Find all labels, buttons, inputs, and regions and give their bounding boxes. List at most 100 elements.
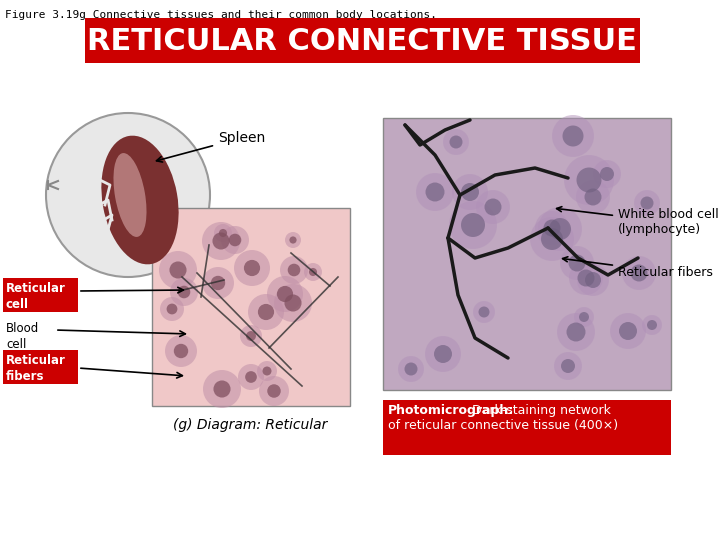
Text: Reticular
cell: Reticular cell [6, 282, 66, 311]
Circle shape [579, 312, 589, 322]
Circle shape [258, 304, 274, 320]
Circle shape [284, 294, 302, 312]
Circle shape [160, 297, 184, 321]
Circle shape [567, 322, 585, 341]
Circle shape [159, 251, 197, 289]
Bar [3, 278, 78, 312]
Circle shape [476, 190, 510, 224]
Circle shape [309, 268, 317, 276]
Circle shape [238, 364, 264, 390]
Ellipse shape [114, 153, 146, 237]
Circle shape [569, 254, 585, 272]
Circle shape [405, 362, 418, 375]
Circle shape [257, 361, 277, 381]
Circle shape [174, 344, 188, 358]
Circle shape [304, 263, 322, 281]
Circle shape [248, 294, 284, 330]
Text: Spleen: Spleen [156, 131, 265, 162]
Circle shape [165, 335, 197, 367]
Text: Reticular
fibers: Reticular fibers [6, 354, 66, 383]
Circle shape [538, 207, 582, 251]
Circle shape [631, 265, 647, 281]
Circle shape [577, 269, 595, 287]
Circle shape [449, 201, 497, 249]
Circle shape [234, 250, 270, 286]
Circle shape [585, 188, 601, 206]
Circle shape [203, 370, 241, 408]
Circle shape [554, 352, 582, 380]
Circle shape [642, 315, 662, 335]
Circle shape [245, 371, 257, 383]
Circle shape [564, 155, 614, 205]
Circle shape [425, 336, 461, 372]
Circle shape [274, 284, 312, 322]
Circle shape [280, 256, 308, 284]
Circle shape [267, 276, 303, 312]
Circle shape [544, 219, 560, 237]
Circle shape [452, 174, 488, 210]
Circle shape [170, 278, 198, 306]
Circle shape [214, 224, 232, 242]
Circle shape [622, 256, 656, 290]
Bar [85, 18, 640, 63]
Circle shape [426, 183, 444, 201]
Circle shape [560, 246, 594, 280]
Circle shape [219, 229, 227, 237]
Circle shape [619, 322, 637, 340]
Text: RETICULAR CONNECTIVE TISSUE: RETICULAR CONNECTIVE TISSUE [87, 26, 637, 56]
Circle shape [202, 267, 234, 299]
Circle shape [398, 356, 424, 382]
Circle shape [557, 313, 595, 351]
Bar [3, 350, 78, 384]
Circle shape [479, 307, 490, 318]
Circle shape [212, 232, 230, 249]
Circle shape [449, 136, 462, 148]
Text: Figure 3.19g Connective tissues and their common body locations.: Figure 3.19g Connective tissues and thei… [5, 10, 437, 20]
Circle shape [285, 232, 301, 248]
Circle shape [244, 260, 260, 276]
Circle shape [552, 115, 594, 157]
Circle shape [593, 160, 621, 188]
Circle shape [577, 264, 609, 296]
Circle shape [485, 199, 502, 215]
Circle shape [641, 197, 654, 210]
Circle shape [229, 234, 241, 246]
Circle shape [574, 307, 594, 327]
Circle shape [46, 113, 210, 277]
Circle shape [443, 129, 469, 155]
Circle shape [211, 276, 225, 290]
Circle shape [434, 345, 452, 363]
Circle shape [461, 183, 479, 201]
Circle shape [416, 173, 454, 211]
Circle shape [549, 218, 571, 240]
Circle shape [541, 228, 563, 250]
Circle shape [561, 359, 575, 373]
Text: Dark-staining network: Dark-staining network [468, 404, 611, 417]
Circle shape [577, 167, 601, 192]
Circle shape [288, 264, 300, 276]
Circle shape [576, 180, 610, 214]
Circle shape [263, 367, 271, 375]
Circle shape [277, 286, 293, 302]
Text: Photomicrograph:: Photomicrograph: [388, 404, 514, 417]
Circle shape [213, 381, 230, 397]
Circle shape [246, 331, 256, 341]
Circle shape [221, 226, 249, 254]
Circle shape [585, 272, 601, 288]
Circle shape [166, 303, 177, 314]
Circle shape [610, 313, 646, 349]
Text: Blood
cell: Blood cell [6, 322, 40, 351]
Bar [383, 118, 671, 390]
Circle shape [267, 384, 281, 398]
Circle shape [240, 325, 262, 347]
Circle shape [634, 190, 660, 216]
Text: Reticular fibers: Reticular fibers [562, 256, 713, 279]
Circle shape [473, 301, 495, 323]
Circle shape [461, 213, 485, 237]
Circle shape [259, 376, 289, 406]
Ellipse shape [102, 136, 179, 265]
Circle shape [562, 125, 583, 146]
Bar [152, 208, 350, 406]
Circle shape [289, 237, 297, 244]
Circle shape [535, 211, 569, 245]
